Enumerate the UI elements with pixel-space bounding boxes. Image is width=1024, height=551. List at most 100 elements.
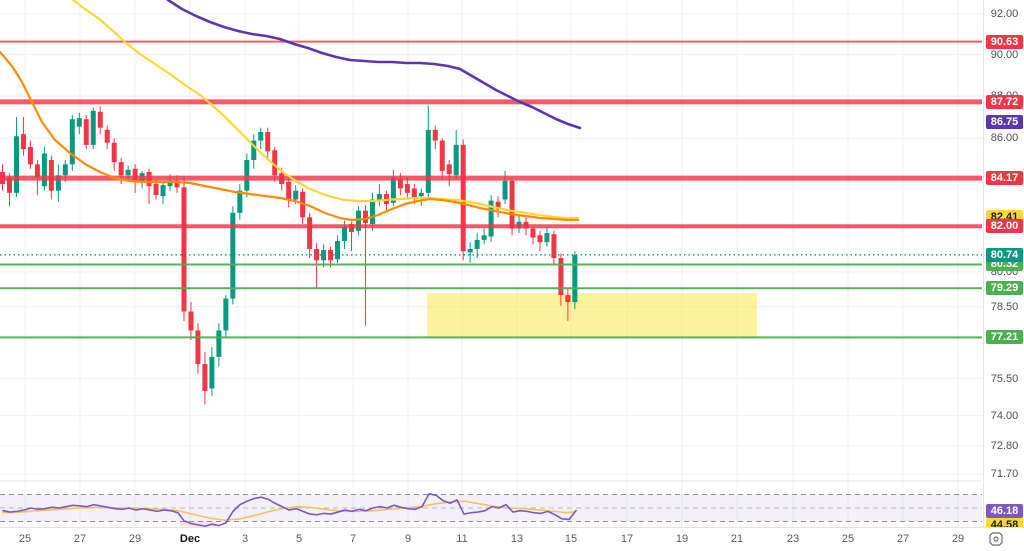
highlight-zone [427,293,757,338]
time-axis-label: 15 [564,533,578,545]
candle-down [439,140,445,171]
candle-up [258,132,264,141]
candle-up [572,254,578,303]
price-axis-label: 72.80 [990,439,1019,452]
candle-up [335,240,341,260]
candle-up [293,190,299,200]
time-axis-label: 5 [295,533,303,545]
time-axis-label: 25 [18,533,32,545]
candle-up [502,180,508,200]
time-axis-label: 27 [896,533,910,545]
candle-down [404,184,410,193]
candle-up [76,118,82,127]
candle-up [62,164,68,176]
candle-down [181,187,187,312]
time-axis-label: 3 [241,533,249,545]
candle-down [272,150,278,176]
time-axis-label: 7 [349,533,357,545]
time-axis-label: 27 [73,533,87,545]
candle-up [321,250,327,261]
candle-up [355,210,361,231]
candle-down [314,248,320,261]
candle-up [467,248,473,253]
price-axis-label: 75.50 [990,372,1019,385]
candle-up [544,233,550,243]
candle-down [118,162,124,176]
candle-up [90,110,96,145]
candle-down [328,250,334,261]
candle-down [83,119,89,145]
axis-settings-button[interactable] [988,531,1004,547]
price-badge-82.00: 82.00 [986,219,1023,234]
candle-down [34,164,40,178]
candle-down [551,234,557,259]
time-axis-label: 29 [128,533,142,545]
time-axis[interactable]: 25 27 29 Dec 3 5 7 9 11 13 15 17 19 21 23 25 27 29 [0,527,1024,551]
candle-down [111,142,117,163]
price-badge-80.74: 80.74 [986,247,1023,262]
candle-down [558,258,564,296]
candle-up [125,169,131,176]
candle-up [390,177,396,203]
candle-up [41,153,47,187]
candle-down [565,295,571,303]
time-axis-label: 19 [675,533,689,545]
candle-down [202,364,208,391]
price-badge-77.21: 77.21 [986,330,1023,345]
candle-up [453,144,459,176]
candle-down [397,178,403,189]
candle-down [509,180,515,229]
candle-down [446,164,452,175]
candle-up [237,190,243,213]
candle-down [174,180,180,188]
candle-down [6,177,12,193]
candle-down [97,111,103,128]
candle-up [481,235,487,240]
time-axis-label: Dec [179,533,201,545]
candle-up [223,298,229,331]
candle-up [209,356,215,389]
candle-down [20,134,26,150]
candle-down [27,147,33,165]
price-axis[interactable]: 92.0090.0088.0086.0080.0078.5075.5074.00… [983,0,1024,551]
price-badge-90.63: 90.63 [986,34,1023,49]
price-badge-79.29: 79.29 [986,281,1023,296]
candle-up [342,226,348,241]
price-axis-label: 92.00 [990,8,1019,20]
candle-down [188,311,194,331]
candle-down [530,228,536,238]
candle-down [460,144,466,252]
candle-down [132,168,138,181]
rsi-value-badge: 46.18 [986,503,1023,518]
candle-up [488,200,494,237]
candle-down [411,188,417,198]
candle-up [376,193,382,200]
candle-down [537,235,543,243]
ma-line-purple [166,0,582,130]
candle-up [216,330,222,357]
price-axis-label: 74.00 [990,409,1019,422]
candle-up [55,175,61,191]
time-axis-label: 17 [620,533,634,545]
candle-down [495,201,501,210]
gear-icon [989,532,1003,546]
candle-down [104,129,110,143]
price-axis-label: 78.50 [990,300,1019,313]
candle-up [369,199,375,225]
candle-up [167,180,173,187]
time-axis-label: 25 [841,533,855,545]
candle-up [13,136,19,193]
candle-down [265,132,271,152]
time-axis-label: 29 [951,533,965,545]
candle-down [362,210,368,223]
price-axis-label: 86.00 [990,132,1019,145]
candle-up [251,140,257,161]
candle-up [418,192,424,197]
candle-down [286,181,292,200]
candle-down [432,129,438,141]
price-axis-label: 71.70 [990,467,1019,480]
price-axis-label: 90.00 [990,48,1019,61]
candle-down [307,217,313,249]
